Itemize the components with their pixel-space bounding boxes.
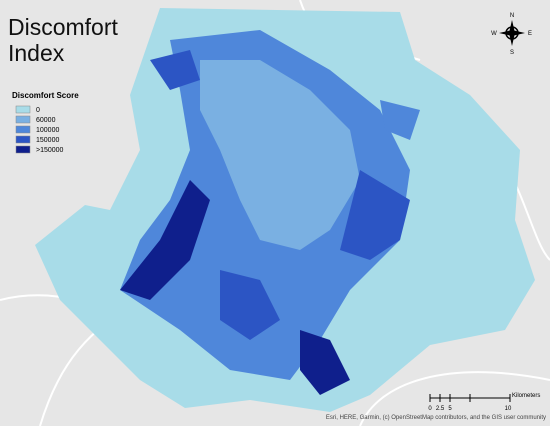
map-title: Discomfort Index [8, 14, 118, 66]
attribution: Esri, HERE, Garmin, (c) OpenStreetMap co… [326, 415, 546, 421]
compass-e: E [528, 31, 532, 37]
legend-label: 60000 [36, 117, 56, 124]
legend-swatch [15, 105, 31, 114]
scale-tick-label: 10 [505, 406, 512, 412]
legend-swatch [15, 115, 31, 124]
scale-tick-label: 2.5 [436, 406, 445, 412]
compass: N E S W [491, 13, 532, 56]
legend-label: 150000 [36, 137, 59, 144]
legend-label: 100000 [36, 127, 59, 134]
scale-tick-label: 0 [428, 406, 432, 412]
scale-bar: Kilometers 0 2.5 5 10 [428, 393, 540, 412]
legend-label: 0 [36, 107, 40, 114]
compass-n: N [510, 13, 514, 19]
compass-s: S [510, 50, 514, 56]
scale-unit: Kilometers [512, 393, 540, 399]
legend-swatch [15, 135, 31, 144]
legend-label: >150000 [36, 147, 64, 154]
legend: Discomfort Score 0 60000 100000 150000 >1500… [12, 91, 79, 154]
legend-swatch [15, 125, 31, 134]
region [35, 8, 535, 412]
scale-tick-label: 5 [448, 406, 452, 412]
legend-swatch [15, 145, 31, 154]
legend-title: Discomfort Score [12, 91, 79, 100]
compass-w: W [491, 31, 497, 37]
